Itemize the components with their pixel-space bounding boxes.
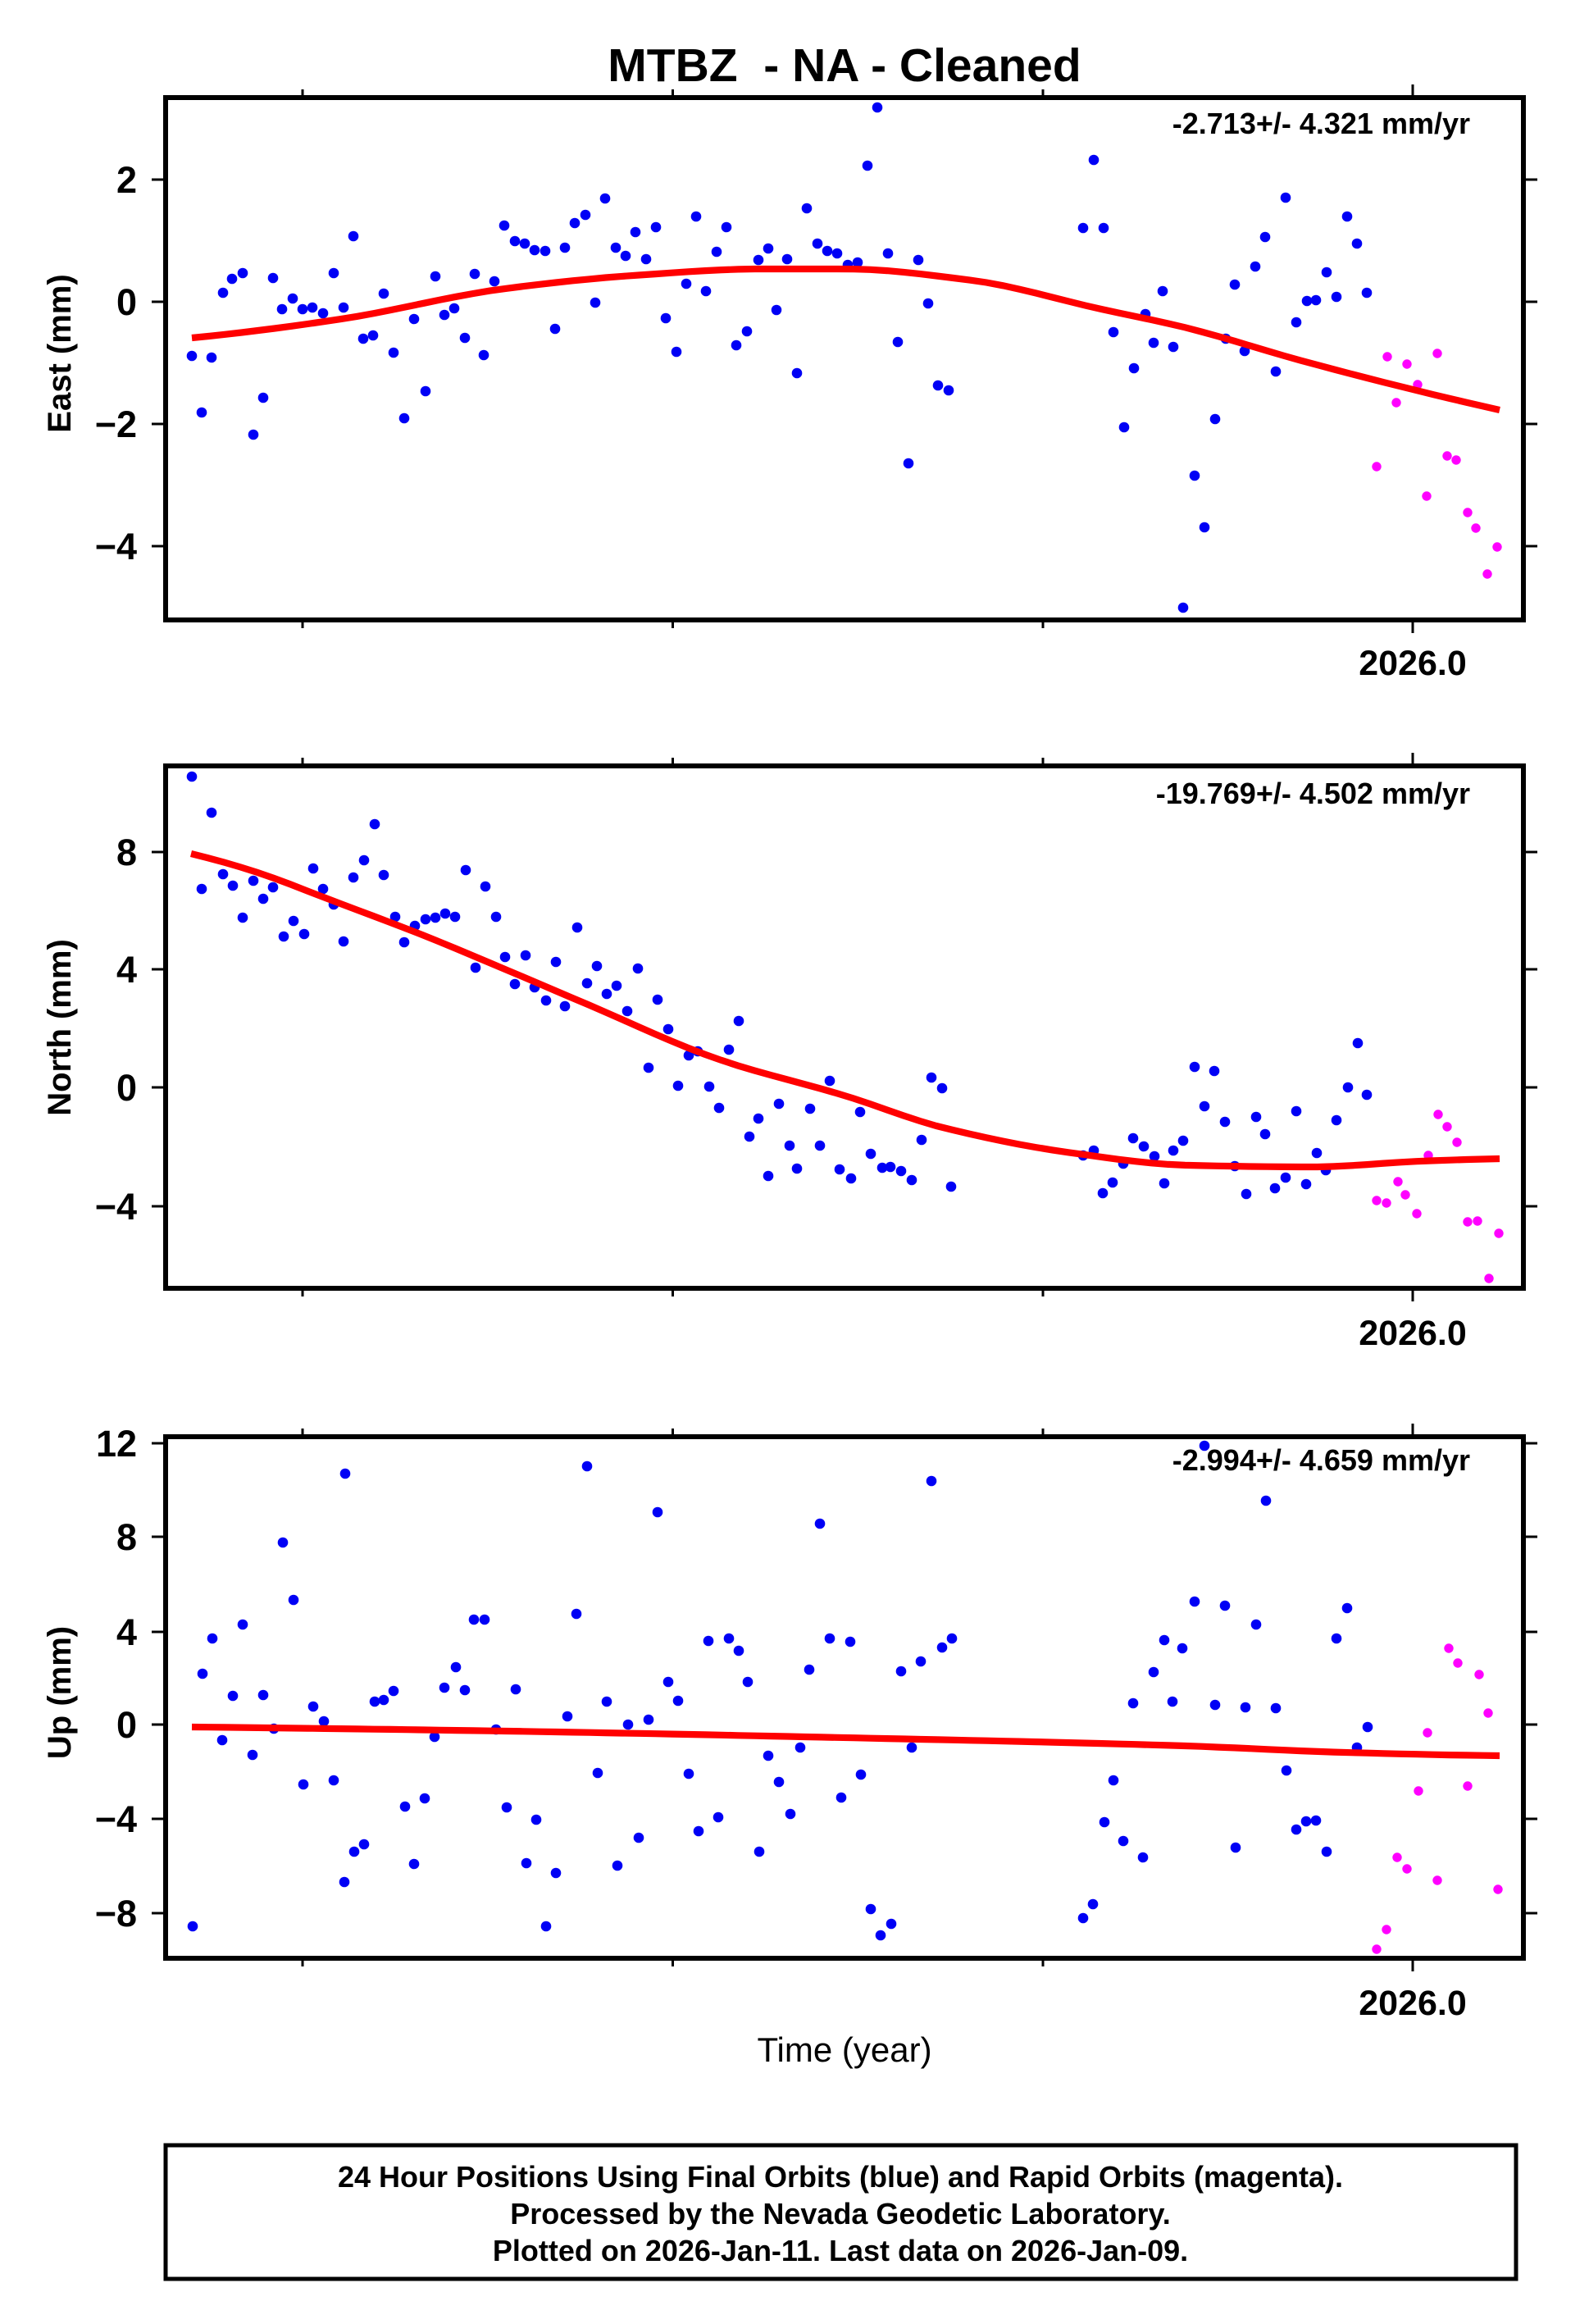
svg-text:4: 4 <box>116 1611 137 1653</box>
svg-text:−8: −8 <box>95 1893 137 1934</box>
svg-text:0: 0 <box>116 1067 137 1109</box>
svg-text:Processed by the Nevada Geodet: Processed by the Nevada Geodetic Laborat… <box>510 2197 1171 2231</box>
svg-text:North (mm): North (mm) <box>42 939 78 1116</box>
svg-text:0: 0 <box>116 281 137 323</box>
svg-text:−2: −2 <box>95 403 137 445</box>
svg-text:0: 0 <box>116 1704 137 1746</box>
svg-text:4: 4 <box>116 949 137 991</box>
svg-text:2026.0: 2026.0 <box>1359 644 1467 683</box>
svg-text:−4: −4 <box>95 1798 137 1840</box>
svg-text:-2.994+/- 4.659 mm/yr: -2.994+/- 4.659 mm/yr <box>1172 1443 1470 1477</box>
svg-text:2026.0: 2026.0 <box>1359 1314 1467 1353</box>
svg-text:2: 2 <box>116 159 137 201</box>
svg-text:8: 8 <box>116 1516 137 1558</box>
svg-text:Up (mm): Up (mm) <box>42 1626 78 1759</box>
svg-text:MTBZ - NA - Cleaned: MTBZ - NA - Cleaned <box>608 39 1081 92</box>
svg-text:12: 12 <box>96 1423 137 1465</box>
svg-text:Plotted on 2026-Jan-11. Last d: Plotted on 2026-Jan-11. Last data on 202… <box>493 2234 1188 2267</box>
svg-text:2026.0: 2026.0 <box>1359 1984 1467 2023</box>
svg-text:24 Hour Positions Using Final: 24 Hour Positions Using Final Orbits (bl… <box>338 2160 1343 2194</box>
svg-text:−4: −4 <box>95 526 137 567</box>
svg-text:8: 8 <box>116 832 137 873</box>
svg-text:−4: −4 <box>95 1186 137 1228</box>
svg-text:Time (year): Time (year) <box>757 2030 931 2069</box>
svg-text:-2.713+/- 4.321 mm/yr: -2.713+/- 4.321 mm/yr <box>1172 107 1470 140</box>
svg-text:East (mm): East (mm) <box>42 274 78 432</box>
svg-text:-19.769+/- 4.502 mm/yr: -19.769+/- 4.502 mm/yr <box>1156 777 1470 810</box>
